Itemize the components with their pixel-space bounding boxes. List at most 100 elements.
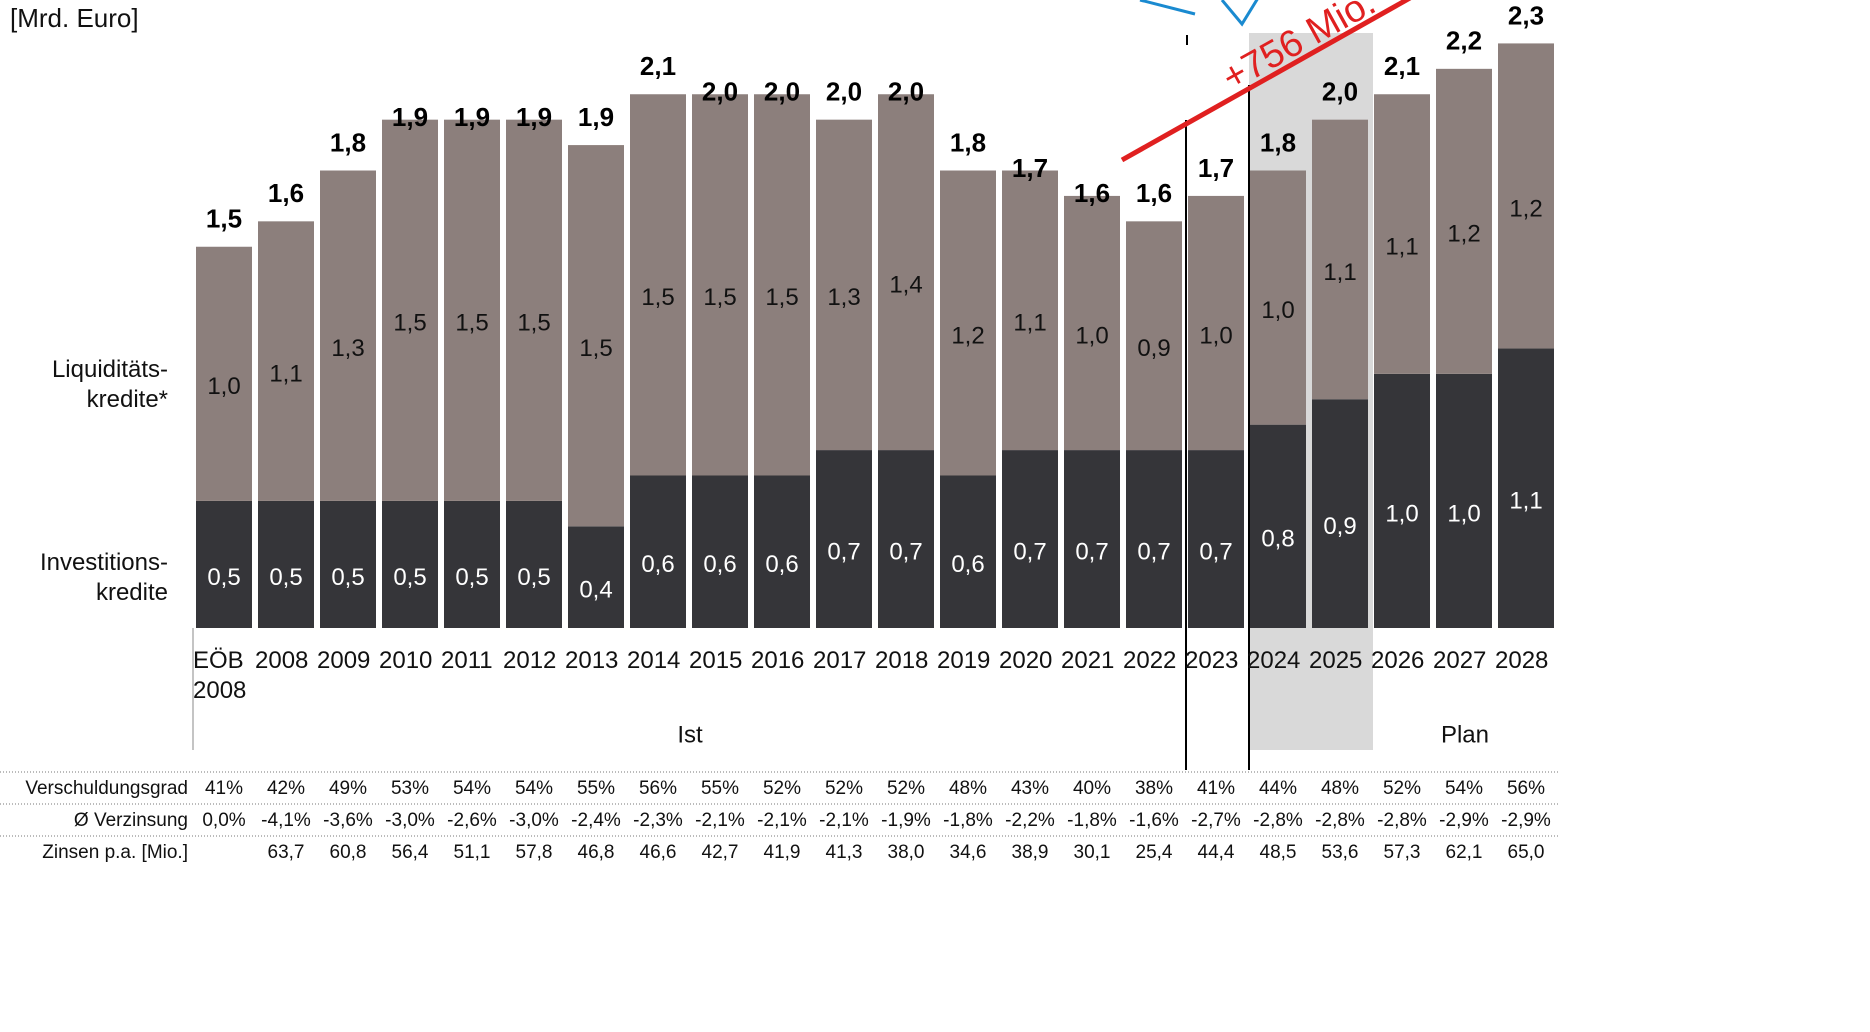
value-label: 1,1 — [1013, 310, 1046, 337]
bar-segment — [1250, 424, 1306, 628]
value-label: 0,5 — [331, 564, 364, 591]
table-cell: -1,9% — [881, 810, 931, 831]
bar-segment — [196, 500, 252, 628]
value-label: 1,5 — [579, 335, 612, 362]
x-tick-label: 2011 — [441, 647, 493, 674]
x-tick-label: 2027 — [1433, 647, 1487, 674]
x-tick-label: 2020 — [999, 647, 1053, 674]
total-label: 2,0 — [888, 77, 924, 107]
bar-segment — [692, 475, 748, 628]
table-cell: 60,8 — [330, 842, 367, 863]
value-label: 1,2 — [951, 322, 984, 349]
table-cell: 54% — [1445, 778, 1483, 799]
table-cell: 65,0 — [1508, 842, 1545, 863]
total-label: 1,5 — [206, 204, 242, 234]
bar-segment — [320, 500, 376, 628]
x-tick-label: 2017 — [813, 647, 867, 674]
bar-segment — [1498, 348, 1554, 628]
table-cell: 52% — [887, 778, 925, 799]
value-label: 1,0 — [1261, 297, 1294, 324]
table-cell: 48,5 — [1260, 842, 1297, 863]
bar-segment — [1312, 399, 1368, 628]
table-cell: 38,0 — [888, 842, 925, 863]
value-label: 0,6 — [765, 551, 798, 578]
total-label: 1,8 — [330, 127, 366, 157]
table-cell: -2,6% — [447, 810, 497, 831]
table-cell: -1,8% — [943, 810, 993, 831]
row-label: Zinsen p.a. [Mio.] — [42, 842, 188, 863]
value-label: 0,5 — [393, 564, 426, 591]
bar-segment — [940, 475, 996, 628]
value-label: 1,1 — [1323, 259, 1356, 286]
table-cell: 43% — [1011, 778, 1049, 799]
table-cell: -2,9% — [1501, 810, 1551, 831]
value-label: 1,3 — [331, 335, 364, 362]
table-cell: 54% — [515, 778, 553, 799]
table-cell: -2,1% — [819, 810, 869, 831]
x-tick-label: 2015 — [689, 647, 743, 674]
table-cell: 55% — [577, 778, 615, 799]
bar-segment — [1250, 170, 1306, 425]
value-label: 1,0 — [207, 373, 240, 400]
x-tick-label: 2013 — [565, 647, 619, 674]
value-label: 1,5 — [703, 284, 736, 311]
bar-segment — [1126, 221, 1182, 451]
total-label: 1,7 — [1198, 153, 1234, 183]
x-tick-label: 2014 — [627, 647, 681, 674]
total-label: 1,8 — [950, 127, 986, 157]
value-label: 0,6 — [703, 551, 736, 578]
bar-segment — [1064, 195, 1120, 451]
unit-label: [Mrd. Euro] — [10, 3, 139, 33]
total-label: 1,6 — [1136, 178, 1172, 208]
bar-segment — [258, 221, 314, 501]
table-cell: 44,4 — [1198, 842, 1235, 863]
table-cell: 56% — [1507, 778, 1545, 799]
table-cell: -2,7% — [1191, 810, 1241, 831]
table-cell: 48% — [1321, 778, 1359, 799]
table-cell: 57,8 — [516, 842, 553, 863]
bar-segment — [692, 94, 748, 476]
x-tick-label: 2022 — [1123, 647, 1177, 674]
value-label: 1,5 — [455, 310, 488, 337]
x-tick-label: 2026 — [1371, 647, 1425, 674]
bar-segment — [1374, 94, 1430, 374]
table-cell: 34,6 — [950, 842, 987, 863]
legend-entry: Liquiditäts- kredite* — [51, 356, 168, 413]
value-label: 0,5 — [517, 564, 550, 591]
table-cell: 53% — [391, 778, 429, 799]
bar-segment — [506, 500, 562, 628]
total-label: 1,8 — [1260, 127, 1296, 157]
value-label: 1,1 — [1509, 488, 1542, 515]
table-cell: 48% — [949, 778, 987, 799]
x-tick-label: 2021 — [1061, 647, 1115, 674]
value-label: 1,0 — [1385, 500, 1418, 527]
table-cell: -3,0% — [385, 810, 435, 831]
value-label: 1,2 — [1447, 221, 1480, 248]
x-tick-label: 2023 — [1185, 647, 1239, 674]
bar-segment — [196, 246, 252, 501]
total-label: 2,0 — [1322, 77, 1358, 107]
value-label: 1,5 — [765, 284, 798, 311]
x-tick-label: 2019 — [937, 647, 991, 674]
value-label: 0,6 — [641, 551, 674, 578]
value-label: 0,7 — [1013, 538, 1046, 565]
table-cell: 52% — [763, 778, 801, 799]
total-label: 1,7 — [1012, 153, 1048, 183]
table-cell: -2,3% — [633, 810, 683, 831]
table-cell: 42% — [267, 778, 305, 799]
total-label: 1,9 — [578, 102, 614, 132]
value-label: 1,1 — [1385, 233, 1418, 260]
bar-segment — [444, 119, 500, 501]
x-tick-label: 2025 — [1309, 647, 1363, 674]
value-label: 1,4 — [889, 272, 922, 299]
x-tick-label: 2010 — [379, 647, 433, 674]
table-cell: -2,4% — [571, 810, 621, 831]
value-label: 0,7 — [1137, 538, 1170, 565]
table-cell: 41% — [205, 778, 243, 799]
table-cell: 25,4 — [1136, 842, 1173, 863]
bar-segment — [630, 475, 686, 628]
bar-segment — [1436, 68, 1492, 374]
table-cell: -4,1% — [261, 810, 311, 831]
table-cell: 41% — [1197, 778, 1235, 799]
